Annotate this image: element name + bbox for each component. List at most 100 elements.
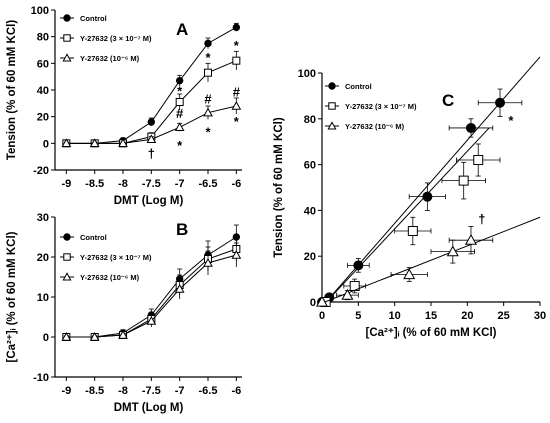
series-2 bbox=[61, 242, 242, 341]
data-point bbox=[315, 295, 329, 307]
x-tick-label: -6.5 bbox=[199, 178, 218, 190]
legend-label: Control bbox=[80, 233, 107, 242]
data-point bbox=[89, 138, 100, 148]
y-tick-label: 80 bbox=[37, 32, 49, 44]
significance-marker: * bbox=[234, 114, 240, 129]
x-tick-label: -8.5 bbox=[85, 385, 104, 397]
data-point bbox=[231, 100, 242, 110]
y-tick-label: 30 bbox=[37, 212, 49, 224]
data-point bbox=[146, 134, 157, 144]
y-tick-label: 80 bbox=[304, 114, 316, 126]
legend-label: Y-27632 (10⁻⁶ M) bbox=[345, 122, 405, 131]
significance-marker: * bbox=[205, 125, 211, 140]
panel-a bbox=[51, 9, 242, 174]
data-point bbox=[473, 155, 484, 166]
legend-marker bbox=[63, 14, 71, 22]
series-1 bbox=[62, 50, 241, 148]
data-point bbox=[118, 329, 128, 339]
data-point bbox=[175, 98, 184, 106]
legend-marker bbox=[328, 82, 336, 90]
series-2 bbox=[315, 216, 541, 307]
legend-label: Control bbox=[345, 82, 372, 91]
panel-letter: B bbox=[176, 220, 188, 239]
series-2 bbox=[61, 97, 242, 148]
significance-marker: * bbox=[234, 38, 240, 53]
data-point bbox=[422, 191, 433, 202]
x-tick-label: 25 bbox=[498, 310, 510, 322]
x-tick-label: 5 bbox=[355, 310, 361, 322]
legend-label: Control bbox=[80, 14, 107, 23]
y-tick-label: 100 bbox=[298, 68, 316, 80]
x-tick-label: -6 bbox=[231, 178, 241, 190]
data-point bbox=[232, 56, 241, 65]
y-tick-label: 0 bbox=[43, 332, 49, 344]
legend-label: Y-27632 (10⁻⁶ M) bbox=[80, 273, 140, 282]
x-tick-label: -7 bbox=[175, 385, 185, 397]
data-point bbox=[232, 23, 241, 32]
x-tick-label: 0 bbox=[319, 310, 325, 322]
x-tick-label: -6 bbox=[231, 385, 241, 397]
x-axis-label: [Ca²⁺]ᵢ (% of 60 mM KCl) bbox=[366, 327, 497, 339]
data-point bbox=[464, 233, 477, 245]
y-axis-label: Tension (% of 60 mM KCl) bbox=[273, 117, 285, 258]
panel-letter: C bbox=[442, 91, 454, 110]
y-tick-label: -10 bbox=[33, 372, 49, 384]
legend bbox=[60, 14, 74, 62]
data-point bbox=[146, 315, 157, 325]
series-1 bbox=[320, 127, 501, 307]
y-tick-label: 0 bbox=[43, 138, 49, 150]
x-axis-label: DMT (Log M) bbox=[114, 402, 184, 414]
legend bbox=[60, 233, 74, 281]
x-axis-label: DMT (Log M) bbox=[114, 195, 184, 207]
y-tick-label: 40 bbox=[304, 205, 316, 217]
legend-label: Y-27632 (3 × 10⁻⁷ M) bbox=[345, 102, 417, 111]
regression-line bbox=[321, 216, 541, 304]
y-tick-label: 100 bbox=[31, 5, 49, 17]
legend bbox=[325, 82, 339, 130]
legend-marker bbox=[328, 102, 336, 110]
x-tick-label: -7.5 bbox=[142, 178, 161, 190]
data-point bbox=[204, 68, 212, 77]
significance-marker: * bbox=[177, 83, 183, 98]
y-tick-label: 40 bbox=[37, 85, 49, 97]
data-point bbox=[407, 226, 418, 237]
regression-line bbox=[321, 56, 541, 307]
x-tick-label: -7 bbox=[175, 178, 185, 190]
significance-marker: * bbox=[205, 50, 211, 65]
legend-label: Y-27632 (3 × 10⁻⁷ M) bbox=[80, 253, 152, 262]
legend-marker bbox=[62, 53, 72, 62]
y-tick-label: 20 bbox=[37, 112, 49, 124]
data-point bbox=[174, 122, 185, 132]
significance-marker: * bbox=[508, 113, 514, 128]
x-tick-label: 15 bbox=[425, 310, 437, 322]
data-point bbox=[203, 107, 213, 117]
x-tick-label: -7.5 bbox=[142, 385, 161, 397]
x-tick-label: 20 bbox=[461, 310, 473, 322]
legend-marker bbox=[63, 253, 71, 261]
data-point bbox=[118, 138, 128, 148]
data-point bbox=[61, 138, 72, 148]
series-0 bbox=[317, 56, 541, 307]
data-point bbox=[353, 260, 364, 271]
legend-marker bbox=[63, 233, 71, 241]
significance-marker: † bbox=[148, 146, 155, 161]
data-point bbox=[465, 122, 476, 133]
significance-marker: # bbox=[176, 106, 184, 121]
y-axis-label: Tension (% of 60 mM KCl) bbox=[6, 20, 18, 161]
data-point bbox=[61, 331, 72, 341]
legend-label: Y-27632 (3 × 10⁻⁷ M) bbox=[80, 34, 152, 43]
significance-marker: * bbox=[177, 138, 183, 153]
y-tick-label: 10 bbox=[37, 292, 49, 304]
y-tick-label: 60 bbox=[37, 58, 49, 70]
x-tick-label: -8 bbox=[118, 178, 128, 190]
data-point bbox=[458, 175, 469, 186]
x-tick-label: 10 bbox=[389, 310, 401, 322]
data-point bbox=[147, 118, 156, 126]
x-tick-label: -6.5 bbox=[199, 385, 218, 397]
data-point bbox=[231, 249, 242, 259]
panel-c bbox=[315, 56, 541, 307]
data-point bbox=[204, 39, 212, 48]
data-point bbox=[403, 268, 416, 280]
y-tick-label: 20 bbox=[37, 252, 49, 264]
